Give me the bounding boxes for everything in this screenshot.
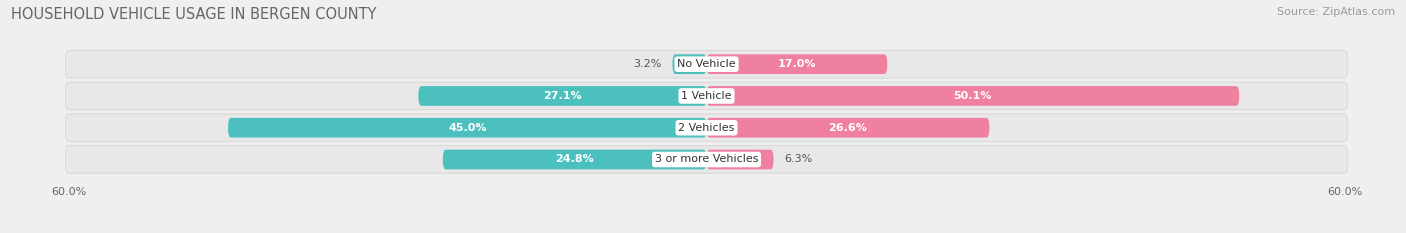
FancyBboxPatch shape (228, 118, 707, 137)
Text: HOUSEHOLD VEHICLE USAGE IN BERGEN COUNTY: HOUSEHOLD VEHICLE USAGE IN BERGEN COUNTY (11, 7, 377, 22)
Text: No Vehicle: No Vehicle (678, 59, 735, 69)
Text: 6.3%: 6.3% (785, 154, 813, 164)
Text: 24.8%: 24.8% (555, 154, 595, 164)
Text: 1 Vehicle: 1 Vehicle (682, 91, 731, 101)
FancyBboxPatch shape (66, 82, 1347, 110)
FancyBboxPatch shape (672, 54, 707, 74)
Text: 27.1%: 27.1% (543, 91, 582, 101)
FancyBboxPatch shape (707, 86, 1239, 106)
FancyBboxPatch shape (66, 114, 1347, 141)
FancyBboxPatch shape (66, 146, 1347, 173)
Text: 2 Vehicles: 2 Vehicles (678, 123, 735, 133)
Legend: Owner-occupied, Renter-occupied: Owner-occupied, Renter-occupied (588, 230, 825, 233)
FancyBboxPatch shape (66, 51, 1347, 78)
Text: 3 or more Vehicles: 3 or more Vehicles (655, 154, 758, 164)
FancyBboxPatch shape (707, 54, 887, 74)
FancyBboxPatch shape (707, 118, 990, 137)
Text: 17.0%: 17.0% (778, 59, 815, 69)
FancyBboxPatch shape (707, 150, 773, 169)
Text: 3.2%: 3.2% (634, 59, 662, 69)
FancyBboxPatch shape (66, 145, 1347, 174)
FancyBboxPatch shape (66, 82, 1347, 110)
FancyBboxPatch shape (66, 50, 1347, 79)
FancyBboxPatch shape (443, 150, 707, 169)
Text: Source: ZipAtlas.com: Source: ZipAtlas.com (1277, 7, 1395, 17)
Text: 45.0%: 45.0% (449, 123, 486, 133)
FancyBboxPatch shape (66, 113, 1347, 142)
Text: 50.1%: 50.1% (953, 91, 993, 101)
FancyBboxPatch shape (419, 86, 707, 106)
Text: 26.6%: 26.6% (828, 123, 868, 133)
